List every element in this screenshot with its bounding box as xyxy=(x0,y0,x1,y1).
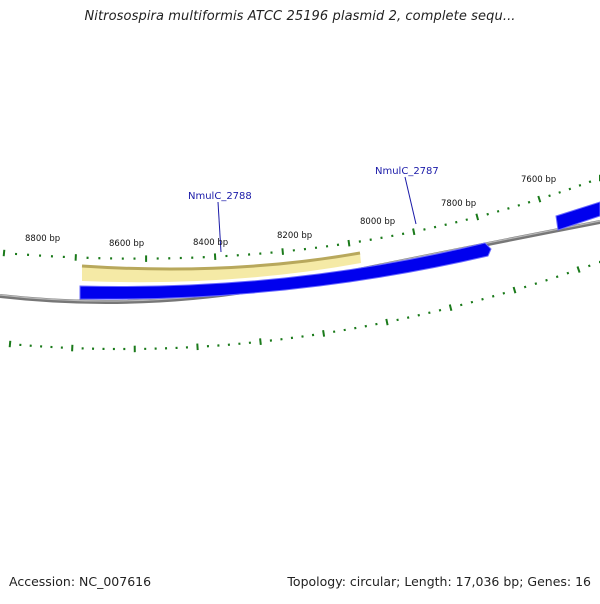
outer-ring-major-tick xyxy=(282,248,283,255)
topology-summary: Topology: circular; Length: 17,036 bp; G… xyxy=(287,574,591,589)
ruler-label-7600: 7600 bp xyxy=(521,175,556,185)
outer-ring-minor-tick xyxy=(549,195,550,197)
outer-ring-minor-tick xyxy=(559,191,560,193)
inner-ring-minor-tick xyxy=(557,276,558,278)
inner-ring-minor-tick xyxy=(525,286,526,288)
inner-ring-minor-tick xyxy=(429,312,430,314)
outer-tick-ring xyxy=(4,175,600,262)
inner-ring-major-tick xyxy=(260,338,261,345)
ruler-label-8200: 8200 bp xyxy=(277,231,312,241)
outer-ring-minor-tick xyxy=(498,210,499,212)
inner-ring-major-tick xyxy=(10,341,11,347)
inner-ring-major-tick xyxy=(323,330,324,336)
gene-label-nmulc-2788[interactable]: NmulC_2788 xyxy=(188,191,252,202)
outer-ring-minor-tick xyxy=(456,221,457,223)
outer-ring-minor-tick xyxy=(445,224,446,226)
inner-ring-minor-tick xyxy=(440,309,441,311)
inner-ring-minor-tick xyxy=(461,304,462,306)
outer-ring-minor-tick xyxy=(570,188,571,190)
outer-ring-minor-tick xyxy=(519,204,520,206)
outer-ring-major-tick xyxy=(413,229,414,235)
inner-ring-major-tick xyxy=(386,319,387,325)
ruler-label-7800: 7800 bp xyxy=(441,199,476,209)
outer-ring-minor-tick xyxy=(508,207,509,209)
accession-text: Accession: NC_007616 xyxy=(9,574,151,589)
inner-ring-minor-tick xyxy=(482,298,483,300)
outer-ring-major-tick xyxy=(349,240,350,246)
inner-ring-major-tick xyxy=(578,267,580,273)
inner-ring-minor-tick xyxy=(472,301,473,303)
ruler-labels: 8800 bp 8600 bp 8400 bp 8200 bp 8000 bp … xyxy=(25,175,556,249)
inner-ring-minor-tick xyxy=(546,279,547,281)
ruler-label-8800: 8800 bp xyxy=(25,234,60,244)
ruler-label-8600: 8600 bp xyxy=(109,239,144,249)
outer-ring-major-tick xyxy=(4,250,5,256)
inner-ring-minor-tick xyxy=(568,272,569,274)
ruler-label-8000: 8000 bp xyxy=(360,217,395,227)
outer-ring-minor-tick xyxy=(529,201,530,203)
outer-ring-minor-tick xyxy=(580,184,581,186)
inner-ring-minor-tick xyxy=(536,283,537,285)
outer-ring-minor-tick xyxy=(435,226,436,228)
map-title: Nitrosospira multiformis ATCC 25196 plas… xyxy=(0,9,600,24)
inner-ring-minor-tick xyxy=(419,314,420,316)
gene-label-nmulc-2787[interactable]: NmulC_2787 xyxy=(375,166,439,177)
outer-ring-major-tick xyxy=(538,196,540,202)
outer-ring-major-tick xyxy=(476,214,478,220)
inner-ring-minor-tick xyxy=(589,265,590,267)
inner-ring-major-tick xyxy=(450,305,452,311)
inner-ring-minor-tick xyxy=(504,292,505,294)
outer-ring-minor-tick xyxy=(424,228,425,230)
ruler-label-8400: 8400 bp xyxy=(193,238,228,248)
outer-ring-minor-tick xyxy=(590,181,591,183)
outer-ring-minor-tick xyxy=(487,213,488,215)
gene-label-leader-2787 xyxy=(405,177,416,224)
inner-ring-minor-tick xyxy=(408,317,409,319)
inner-ring-major-tick xyxy=(514,287,516,293)
inner-ring-minor-tick xyxy=(493,295,494,297)
outer-ring-minor-tick xyxy=(467,219,468,221)
